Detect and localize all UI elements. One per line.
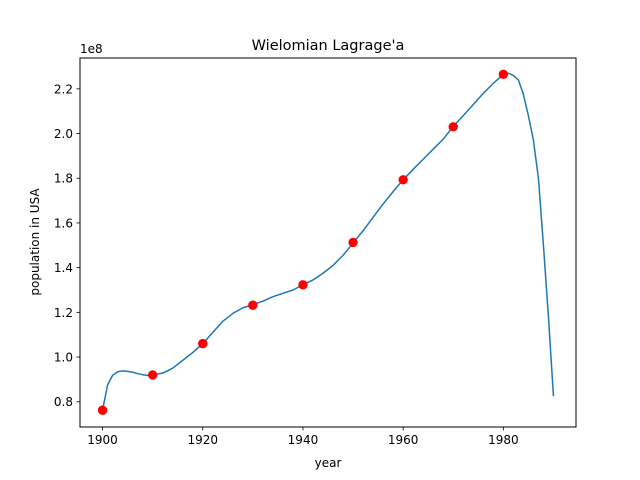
axis-ticks: 1900 1920 1940 1960 1980 0.8 1.0 1.2 1.4 1.6 1.8 2.… bbox=[54, 82, 519, 447]
x-tick-label: 1920 bbox=[187, 433, 218, 447]
data-point bbox=[298, 280, 308, 290]
data-point bbox=[348, 237, 358, 248]
y-axis-label: population in USA bbox=[28, 188, 42, 296]
y-tick-label: 1.6 bbox=[54, 216, 73, 230]
data-point bbox=[248, 300, 258, 310]
axes-frame bbox=[79, 57, 577, 428]
data-point bbox=[147, 370, 158, 380]
x-tick-label: 1940 bbox=[288, 433, 319, 447]
data-point bbox=[498, 69, 509, 80]
y-tick-label: 2.0 bbox=[54, 127, 73, 141]
data-point bbox=[398, 175, 408, 185]
chart-title: Wielomian Lagrage'a bbox=[252, 38, 405, 54]
data-point bbox=[97, 405, 108, 415]
y-tick-label: 1.0 bbox=[54, 351, 73, 365]
y-tick-label: 0.8 bbox=[54, 395, 73, 409]
y-tick-label: 1.2 bbox=[54, 306, 73, 320]
plot-area bbox=[97, 69, 555, 415]
x-axis-label: year bbox=[315, 456, 342, 470]
y-tick-label: 1.4 bbox=[54, 261, 73, 275]
y-tick-label: 2.2 bbox=[54, 82, 73, 96]
y-offset-label: 1e8 bbox=[80, 42, 103, 56]
data-point bbox=[448, 122, 458, 132]
data-point bbox=[198, 338, 208, 349]
y-tick-label: 1.8 bbox=[54, 172, 73, 186]
x-tick-label: 1900 bbox=[87, 433, 118, 447]
x-tick-label: 1960 bbox=[388, 433, 419, 447]
x-tick-label: 1980 bbox=[488, 433, 519, 447]
interpolation-line bbox=[101, 72, 555, 411]
